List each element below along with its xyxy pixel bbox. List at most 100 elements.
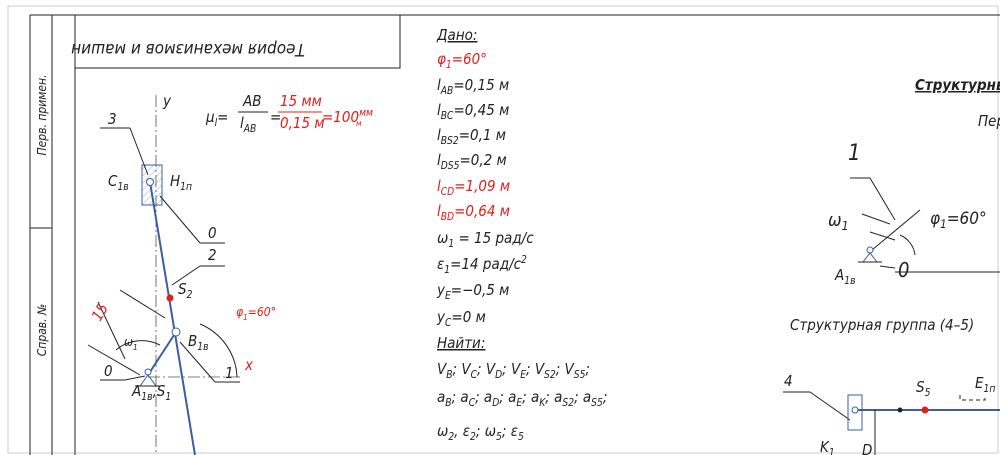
text-part: l [240,114,244,132]
text-part: 2 [521,255,527,266]
given-line: lBC=0,45 м [437,101,509,122]
text-part: =0,15 м [453,76,509,94]
find-line: VB; VC; VD; VE; VS2; VS5; [437,360,590,381]
text-part: C [445,318,452,329]
text-part: 1п [180,182,192,193]
text-part: ; V [556,360,576,378]
text-part: 5 [925,388,931,399]
text-part: =60° [452,50,487,68]
text-part: 1в [197,342,208,353]
given-line: lBD=0,64 м [437,202,510,223]
text-part: ; V [526,360,546,378]
text-part: E [975,374,984,392]
text-part: DS5 [441,161,460,172]
section-subtitle: Первичный механизм [978,112,1000,130]
structure-scheme [783,177,1000,455]
given-line: yC=0 м [436,308,486,329]
text-part: ; ω [476,422,496,440]
section-title: Структурный анализ [915,76,1000,94]
text-part: ; ε [502,422,518,440]
text-part: BD [441,212,454,223]
text-part: 1 [243,312,248,322]
angle-label: φ1=60° [236,305,276,322]
text-part: K [539,398,546,409]
stamp-frame [29,14,1000,455]
text-part: l [437,76,441,94]
text-part: φ [930,209,940,229]
text-part: мм [359,108,373,119]
text-part: y [436,308,446,326]
text-part: ω [124,335,133,349]
text-part: D [862,441,872,455]
text-part: ; V [502,360,522,378]
given-line: lCD=1,09 м [437,177,510,198]
text-part: =0,1 м [459,126,506,144]
point-label: S5 [916,378,931,399]
text-part: ; V [453,360,473,378]
link-label: 2 [208,246,217,264]
sheet-title: Теория механизмов и машин [71,39,305,59]
link-label: 0 [104,362,113,380]
given-line: ω1 = 15 рад/с [437,229,534,250]
text-part: ω [437,229,448,247]
sheet-border [7,5,999,454]
text-part: ω [437,422,448,440]
text-part: C [471,370,478,381]
text-part: B [188,332,197,350]
given-line: lAB=0,15 м [437,76,509,97]
stamp-label: Справ. № [35,304,49,357]
text-part: S2 [562,398,574,409]
text-part: 2 [448,432,454,443]
text-part: =60° [248,305,276,319]
text-part: =100 [322,108,359,126]
scale-formula: м [356,119,362,128]
text-part: 1в [844,276,855,287]
text-part: E [516,398,522,409]
point-label: A1в [834,266,855,287]
text-part: B [446,370,452,381]
text-part: l [437,202,441,220]
text-part: S2 [544,370,556,381]
text-part: φ [236,305,243,319]
link-label: 1 [225,364,234,382]
text-part: E [445,291,451,302]
text-part: 1п [984,384,996,395]
scale-formula: 15 мм [280,92,322,110]
text-part: ; [603,388,608,406]
scale-formula: lAB [240,114,256,135]
given-line: lDS5=0,2 м [437,151,507,172]
text-part: l [437,126,441,144]
text-part: ; V [477,360,497,378]
dimension-label: 15 [88,300,112,324]
text-part: 1 [448,239,454,250]
text-part: 1 [446,60,452,71]
text-part: 1в [117,182,128,193]
text-part: 2 [470,432,476,443]
point-label: H1п [170,172,192,193]
text-part: = [217,108,228,126]
text-part: 1 [444,265,450,276]
text-part: CD [441,187,454,198]
given-line: ε1=14 рад/с2 [437,255,527,276]
axis-label: y [162,92,172,110]
text-part: ε [437,255,444,273]
text-part: K [820,438,830,455]
text-part: BC [441,111,454,122]
text-part: 1 [940,217,947,231]
text-part: S [178,280,187,298]
text-part: l [437,177,441,195]
link-label: 3 [108,110,117,128]
text-part: V [437,360,448,378]
section-subtitle: Структурная группа (4–5) [790,316,974,334]
text-part: ω [828,210,842,231]
text-part: ,S [152,382,165,400]
text-part: D [495,370,502,381]
stamp-label: Перв. примен. [35,74,49,155]
text-part: C [469,398,476,409]
text-part: ; a [475,388,492,406]
text-part: =0,2 м [459,151,506,169]
point-label: K1 [820,438,835,455]
text-part: , ε [454,422,470,440]
text-part: S5 [574,370,586,381]
text-part: l [437,101,441,119]
